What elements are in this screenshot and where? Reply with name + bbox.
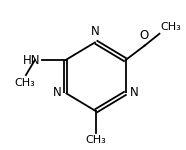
Text: N: N xyxy=(91,25,100,38)
Text: CH₃: CH₃ xyxy=(160,21,181,32)
Text: HN: HN xyxy=(23,54,40,66)
Text: N: N xyxy=(129,87,138,99)
Text: N: N xyxy=(53,87,62,99)
Text: CH₃: CH₃ xyxy=(85,135,106,145)
Text: O: O xyxy=(140,29,149,42)
Text: CH₃: CH₃ xyxy=(14,78,35,88)
